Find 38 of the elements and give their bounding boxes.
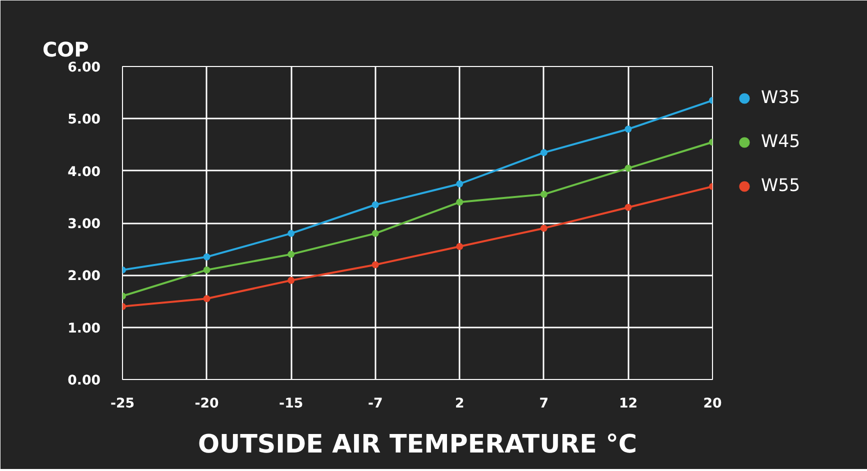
point	[372, 261, 379, 268]
y-tick-label: 1.00	[68, 321, 101, 336]
point	[372, 201, 379, 208]
x-tick-label: -25	[110, 396, 135, 412]
point	[203, 253, 210, 260]
point	[624, 204, 632, 211]
chart-title: COP	[42, 38, 89, 62]
point	[540, 224, 548, 232]
y-tick-label: 6.00	[68, 60, 101, 76]
point	[456, 242, 464, 250]
x-axis-title: OUTSIDE AIR TEMPERATURE °C	[198, 428, 638, 458]
point	[372, 230, 379, 237]
x-tick-label: -15	[279, 396, 304, 412]
y-tick-label: 5.00	[68, 112, 101, 128]
point	[540, 149, 548, 156]
y-tick-label: 0.00	[68, 374, 101, 388]
point	[203, 266, 210, 274]
point	[288, 276, 295, 284]
x-tick-label: 20	[703, 396, 722, 412]
point	[624, 126, 632, 133]
x-tick-label: -7	[368, 396, 383, 412]
legend-label: W45	[761, 132, 800, 152]
y-tick-label: 2.00	[68, 269, 101, 284]
point	[288, 250, 295, 258]
point	[540, 190, 548, 198]
x-tick-label: 2	[455, 396, 464, 412]
point	[456, 180, 464, 188]
legend-label: W35	[761, 88, 800, 108]
point	[456, 198, 464, 206]
x-tick-label: 12	[618, 396, 638, 412]
y-tick-label: 3.00	[68, 217, 101, 232]
point	[203, 295, 210, 302]
point	[288, 230, 295, 237]
x-tick-label: 7	[539, 396, 549, 412]
legend-label: W55	[761, 176, 800, 196]
x-tick-label: -20	[194, 396, 219, 412]
point	[624, 164, 632, 172]
y-tick-label: 4.00	[68, 164, 101, 180]
